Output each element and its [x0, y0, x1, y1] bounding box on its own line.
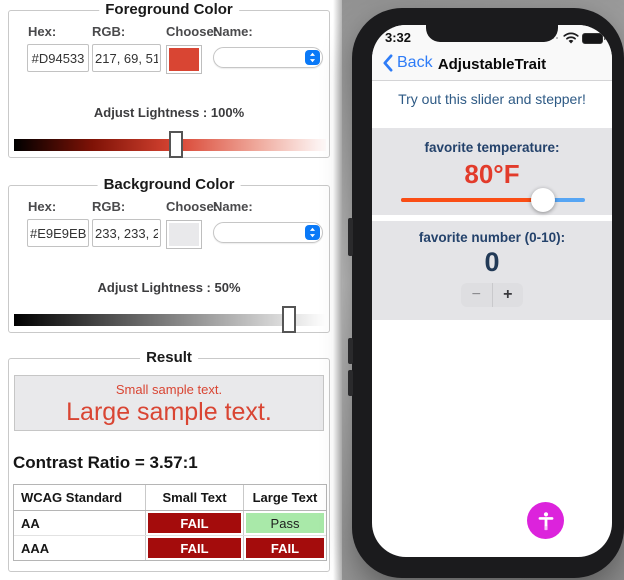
foreground-lightness-label: Adjust Lightness : 100%	[93, 105, 245, 120]
foreground-choose-label: Choose:	[166, 24, 218, 39]
stepper-plus-button[interactable]: +	[493, 283, 524, 307]
result-section-title: Result	[140, 349, 198, 366]
number-card: favorite number (0-10): 0 − +	[372, 221, 612, 320]
wifi-icon	[563, 32, 579, 44]
volume-button	[348, 218, 353, 256]
contrast-ratio-text: Contrast Ratio = 3.57:1	[13, 453, 198, 472]
iphone-frame: 3:32 Back	[348, 8, 624, 578]
foreground-lightness-slider[interactable]	[14, 131, 326, 158]
foreground-name-label: Name:	[213, 24, 253, 39]
foreground-hex-label: Hex:	[28, 24, 57, 39]
number-label: favorite number (0-10):	[418, 230, 566, 245]
table-row-aa: AA FAIL Pass	[14, 511, 326, 535]
number-stepper: − +	[461, 283, 523, 307]
notch	[426, 25, 558, 42]
accessibility-button[interactable]	[527, 502, 564, 539]
temperature-value: 80°F	[464, 159, 520, 189]
background-name-select[interactable]	[213, 222, 323, 243]
select-stepper-icon	[305, 225, 320, 240]
foreground-hex-input[interactable]	[27, 44, 89, 72]
chevron-left-icon	[383, 54, 393, 72]
aa-large-result-badge: Pass	[246, 513, 324, 533]
standard-cell: AAA	[14, 536, 146, 560]
slider-thumb[interactable]	[530, 188, 555, 212]
status-icons	[544, 32, 606, 44]
background-slider-thumb[interactable]	[281, 306, 296, 333]
foreground-color-swatch[interactable]	[166, 45, 202, 74]
number-value: 0	[484, 247, 500, 277]
foreground-rgb-input[interactable]	[92, 44, 161, 72]
background-section-title: Background Color	[97, 176, 241, 193]
temperature-card: favorite temperature: 80°F	[372, 128, 612, 215]
slider-track[interactable]	[401, 198, 585, 202]
background-rgb-input[interactable]	[92, 219, 161, 247]
background-choose-label: Choose:	[166, 199, 218, 214]
background-hex-input[interactable]	[27, 219, 89, 247]
header-wcag-standard: WCAG Standard	[14, 485, 146, 510]
table-row-aaa: AAA FAIL FAIL	[14, 535, 326, 560]
wcag-table: WCAG Standard Small Text Large Text AA F…	[13, 484, 327, 561]
small-sample-text: Small sample text.	[115, 382, 223, 397]
contrast-checker-panel: Foreground Color Hex: RGB: Choose: Name:…	[8, 0, 342, 580]
temperature-slider[interactable]	[401, 188, 585, 212]
background-color-section: Background Color Hex: RGB: Choose: Name:…	[8, 176, 330, 333]
table-header-row: WCAG Standard Small Text Large Text	[14, 485, 326, 511]
iphone-screen: 3:32 Back	[372, 25, 612, 557]
intro-text: Try out this slider and stepper!	[398, 91, 586, 107]
result-section: Result Small sample text. Large sample t…	[8, 349, 330, 572]
header-large-text: Large Text	[252, 490, 318, 505]
volume-button	[348, 338, 353, 364]
background-name-label: Name:	[213, 199, 253, 214]
large-sample-text: Large sample text.	[66, 398, 272, 426]
accessibility-person-icon	[538, 511, 553, 530]
temperature-label: favorite temperature:	[424, 140, 560, 155]
battery-icon	[582, 32, 606, 44]
select-stepper-icon	[305, 50, 320, 65]
background-hex-label: Hex:	[28, 199, 57, 214]
background-rgb-label: RGB:	[92, 199, 126, 214]
background-lightness-slider[interactable]	[14, 306, 326, 333]
stepper-minus-button[interactable]: −	[461, 283, 493, 307]
sample-text-box: Small sample text. Large sample text.	[14, 375, 324, 431]
slider-fill	[401, 198, 543, 202]
background-color-swatch[interactable]	[166, 220, 202, 249]
back-button[interactable]: Back	[382, 54, 433, 72]
foreground-slider-thumb[interactable]	[169, 131, 184, 158]
background-lightness-label: Adjust Lightness : 50%	[97, 280, 241, 295]
volume-button	[348, 370, 353, 396]
foreground-rgb-label: RGB:	[92, 24, 126, 39]
foreground-section-title: Foreground Color	[99, 1, 239, 18]
nav-title: AdjustableTrait	[437, 56, 547, 73]
aaa-large-result-badge: FAIL	[246, 538, 324, 558]
aa-small-result-badge: FAIL	[148, 513, 241, 533]
iphone-preview: 3:32 Back	[342, 0, 624, 580]
aaa-small-result-badge: FAIL	[148, 538, 241, 558]
foreground-name-select[interactable]	[213, 47, 323, 68]
standard-cell: AA	[14, 511, 146, 535]
status-time: 3:32	[384, 30, 412, 45]
back-label: Back	[397, 54, 433, 71]
header-small-text: Small Text	[146, 485, 244, 510]
foreground-color-section: Foreground Color Hex: RGB: Choose: Name:…	[8, 1, 330, 158]
